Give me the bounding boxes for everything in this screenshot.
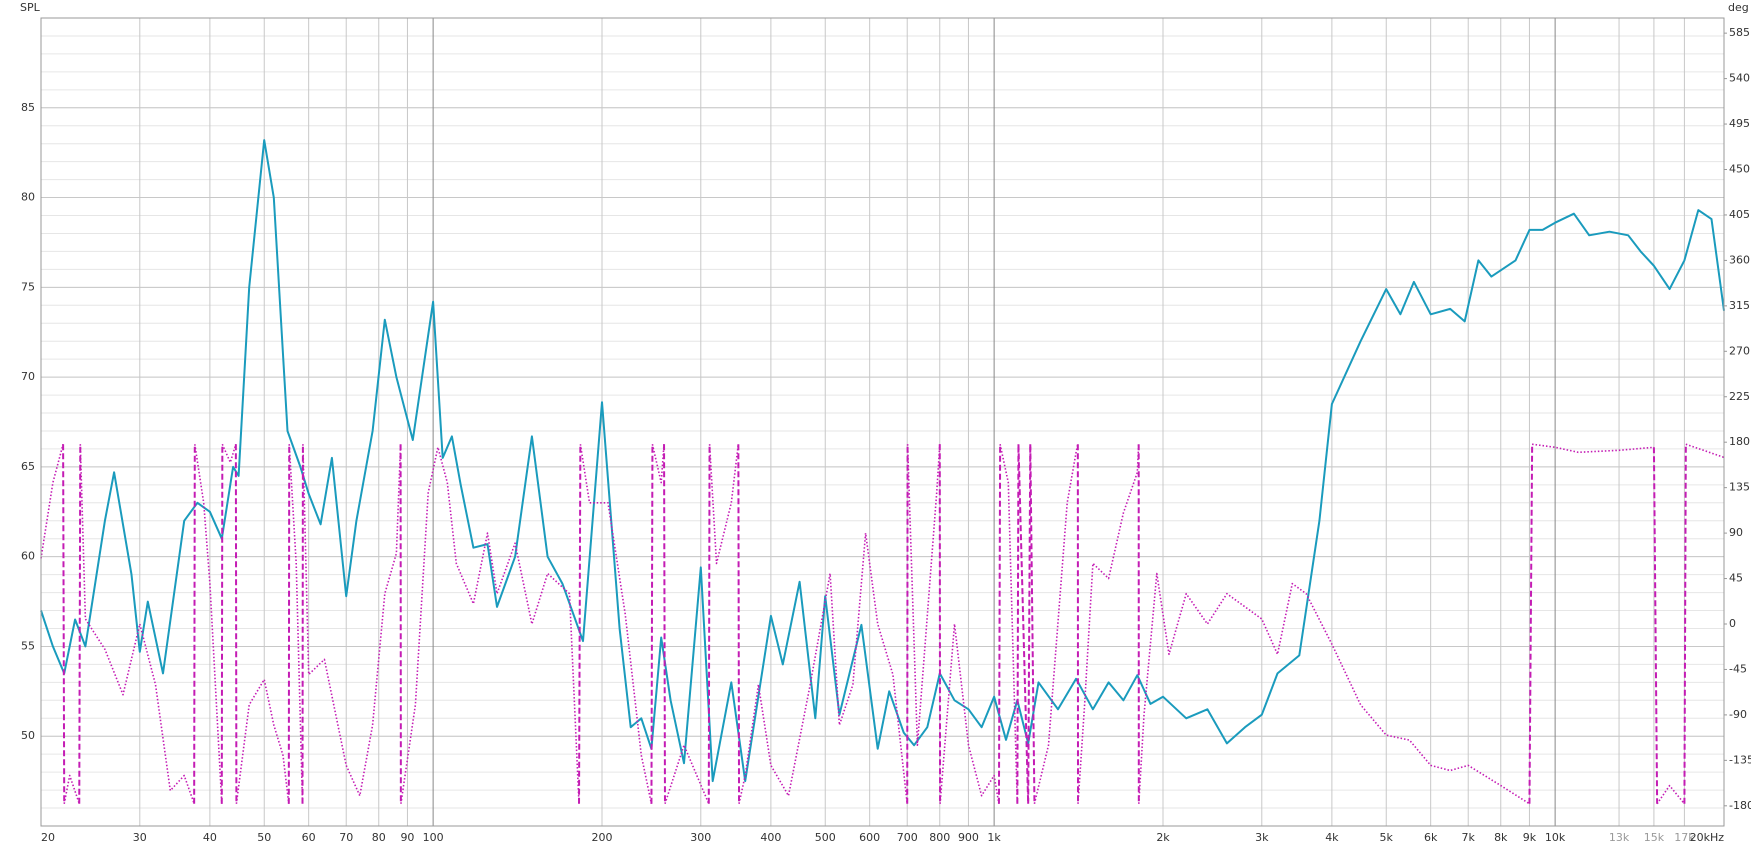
y2-tick-label: 135 xyxy=(1729,481,1750,494)
y-tick-label: 75 xyxy=(21,280,35,293)
phase-wrap xyxy=(707,444,711,804)
y-tick-label: 65 xyxy=(21,460,35,473)
x-tick-label: 5k xyxy=(1380,831,1394,844)
phase-wrap xyxy=(650,444,654,804)
x-tick-label: 700 xyxy=(897,831,918,844)
y-tick-label: 60 xyxy=(21,550,35,563)
y2-tick-label: 540 xyxy=(1729,72,1750,85)
x-tick-label: 800 xyxy=(929,831,950,844)
phase-wrap xyxy=(62,444,66,804)
x-tick-label: 20kHz xyxy=(1690,831,1725,844)
x-tick-label: 40 xyxy=(203,831,217,844)
y2-axis-label: deg xyxy=(1728,1,1749,14)
y-tick-label: 70 xyxy=(21,370,35,383)
phase-wrap xyxy=(78,444,82,804)
y2-tick-label: 90 xyxy=(1729,526,1743,539)
phase-wrap xyxy=(737,444,741,804)
x-tick-label: 2k xyxy=(1156,831,1170,844)
x-tick-label: 300 xyxy=(690,831,711,844)
spl-line xyxy=(40,139,1725,783)
y-tick-label: 55 xyxy=(21,639,35,652)
phase-wrap xyxy=(1017,444,1030,804)
y2-tick-label: 270 xyxy=(1729,344,1750,357)
phase-wrap xyxy=(578,444,582,804)
y-axis-label: SPL xyxy=(20,1,41,14)
y2-tick-label: -45 xyxy=(1729,662,1747,675)
grid xyxy=(40,17,1725,827)
x-tick-label: 4k xyxy=(1325,831,1339,844)
y2-tick-label: 495 xyxy=(1729,117,1750,130)
phase-wrap xyxy=(1027,444,1032,804)
phase-wrap xyxy=(193,444,196,804)
y2-tick-label: 180 xyxy=(1729,435,1750,448)
x-tick-label: 30 xyxy=(133,831,147,844)
y-tick-label: 85 xyxy=(21,101,35,114)
x-tick-label: 50 xyxy=(257,831,271,844)
x-tick-label: 1k xyxy=(987,831,1001,844)
x-tick-label: 17k xyxy=(1674,831,1695,844)
y2-tick-label: -135 xyxy=(1729,753,1751,766)
y-tick-label: 50 xyxy=(21,729,35,742)
y2-tick-label: 450 xyxy=(1729,163,1750,176)
phase-wrap xyxy=(1029,444,1036,804)
x-tick-label: 200 xyxy=(592,831,613,844)
phase-line xyxy=(40,443,1725,805)
y2-tick-label: 225 xyxy=(1729,390,1750,403)
x-tick-label: 500 xyxy=(815,831,836,844)
y-tick-label: 80 xyxy=(21,191,35,204)
phase-wrap xyxy=(1528,444,1534,804)
y2-tick-label: 45 xyxy=(1729,572,1743,585)
x-tick-label: 8k xyxy=(1494,831,1508,844)
x-tick-label: 400 xyxy=(760,831,781,844)
y2-tick-label: -180 xyxy=(1729,799,1751,812)
x-tick-label: 10k xyxy=(1545,831,1566,844)
x-tick-label: 20 xyxy=(41,831,55,844)
x-tick-label: 70 xyxy=(339,831,353,844)
x-tick-label: 80 xyxy=(372,831,386,844)
x-tick-label: 15k xyxy=(1644,831,1665,844)
x-tick-label: 90 xyxy=(400,831,414,844)
x-tick-label: 900 xyxy=(958,831,979,844)
y2-tick-label: 0 xyxy=(1729,617,1736,630)
plot-area xyxy=(40,139,1725,805)
y2-tick-label: 360 xyxy=(1729,253,1750,266)
x-tick-label: 60 xyxy=(302,831,316,844)
phase-wrap xyxy=(1652,447,1659,804)
plot-frame xyxy=(40,17,1725,827)
phase-wrap xyxy=(1683,444,1687,804)
x-tick-label: 9k xyxy=(1523,831,1537,844)
x-tick-label: 3k xyxy=(1255,831,1269,844)
phase-wrap xyxy=(234,444,238,804)
y2-tick-label: 315 xyxy=(1729,299,1750,312)
y2-tick-label: 405 xyxy=(1729,208,1750,221)
phase-wrap xyxy=(663,444,666,804)
x-tick-label: 6k xyxy=(1424,831,1438,844)
phase-wrap xyxy=(1016,444,1020,804)
y2-tick-label: -90 xyxy=(1729,708,1747,721)
x-tick-label: 13k xyxy=(1609,831,1630,844)
phase-wrap xyxy=(220,444,224,804)
x-tick-label: 7k xyxy=(1462,831,1476,844)
y2-tick-label: 585 xyxy=(1729,26,1750,39)
x-tick-label: 100 xyxy=(423,831,444,844)
x-tick-label: 600 xyxy=(859,831,880,844)
phase-wrap xyxy=(997,444,1002,804)
